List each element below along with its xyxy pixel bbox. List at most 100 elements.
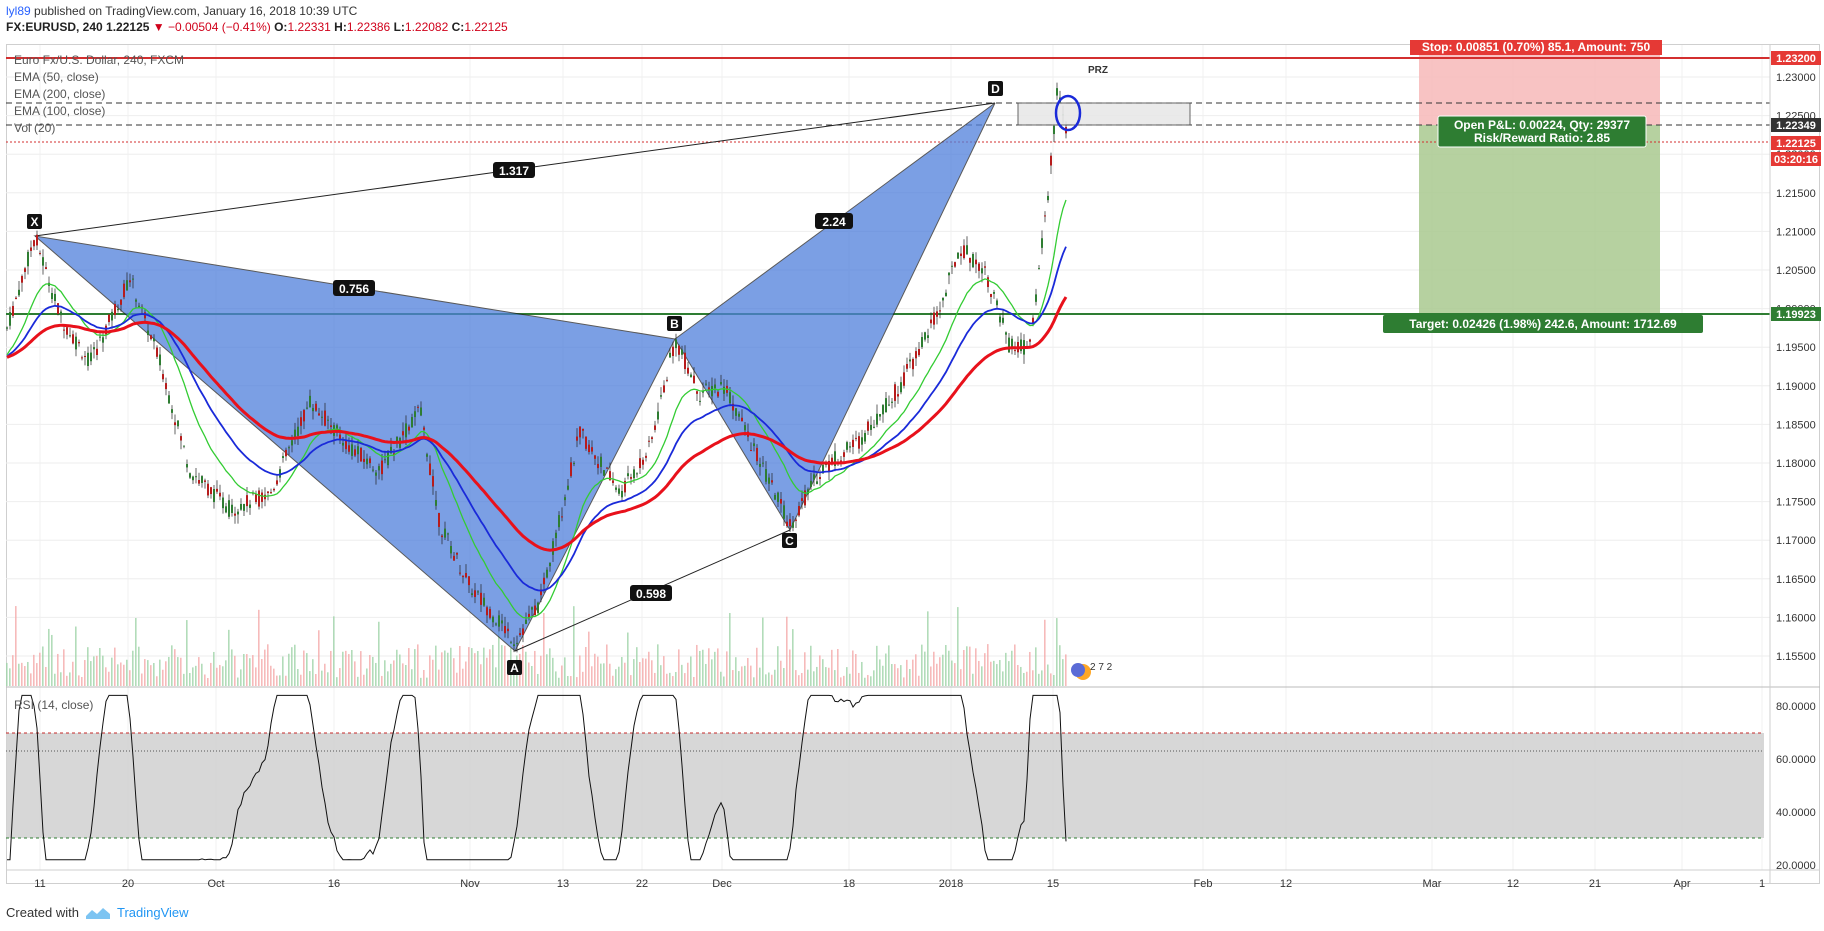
price-change: ▼ −0.00504 (−0.41%) xyxy=(152,20,271,34)
price-tick-label: 1.17000 xyxy=(1776,535,1816,547)
ratio-xb: 0.756 xyxy=(339,282,369,296)
price-tick-label: 1.18000 xyxy=(1776,458,1816,470)
time-tick-label: 12 xyxy=(1280,878,1292,890)
legend-ema100[interactable]: EMA (100, close) xyxy=(14,104,106,118)
target-info: Target: 0.02426 (1.98%) 242.6, Amount: 1… xyxy=(1409,317,1677,331)
countdown-badge: 03:20:16 xyxy=(1774,154,1818,166)
chart-header: lyl89 published on TradingView.com, Janu… xyxy=(6,3,508,35)
rsi-tick-label: 60.0000 xyxy=(1776,754,1816,766)
price-tick-label: 1.16000 xyxy=(1776,612,1816,624)
chart-canvas[interactable]: PRZ X A B C D 1.317 0.756 2.24 0.598 Sto… xyxy=(0,0,1824,900)
price-tick-label: 1.20500 xyxy=(1776,265,1816,277)
time-tick-label: Mar xyxy=(1423,878,1442,890)
pnl-info: Open P&L: 0.00224, Qty: 29377 xyxy=(1454,118,1630,132)
last-price: 1.22125 xyxy=(106,20,150,34)
price-tick-label: 1.19500 xyxy=(1776,342,1816,354)
rsi-axis[interactable]: 80.0000 60.0000 40.0000 20.0000 xyxy=(1776,701,1816,872)
legend-rsi[interactable]: RSI (14, close) xyxy=(14,698,94,712)
time-tick-label: 20 xyxy=(122,878,134,890)
point-x-label: X xyxy=(30,215,38,229)
close-label: C: xyxy=(451,20,465,34)
price-tick-label: 1.23000 xyxy=(1776,72,1816,84)
legend-vol[interactable]: Vol (20) xyxy=(14,121,56,135)
time-axis[interactable]: 11 20 Oct 16 Nov 13 22 Dec 18 2018 15 Feb 12 Mar 12 21 A… xyxy=(34,878,1765,890)
ema50-line[interactable] xyxy=(6,199,1067,619)
publish-info: published on TradingView.com, January 16… xyxy=(30,4,358,18)
time-tick-label: 11 xyxy=(34,878,45,890)
chart-legend: Euro Fx/U.S. Dollar, 240, FXCM EMA (50, … xyxy=(14,52,184,137)
open-label: O: xyxy=(274,20,288,34)
prz-box[interactable] xyxy=(1017,102,1191,126)
symbol-description: Euro Fx/U.S. Dollar, 240, FXCM xyxy=(14,53,185,67)
price-tick-label: 1.19000 xyxy=(1776,381,1816,393)
rsi-tick-label: 20.0000 xyxy=(1776,860,1816,872)
stop-price-badge: 1.23200 xyxy=(1776,53,1816,65)
rr-info: Risk/Reward Ratio: 2.85 xyxy=(1474,131,1610,145)
point-c-label: C xyxy=(785,534,794,548)
close-value: 1.22125 xyxy=(464,20,508,34)
prz-circle[interactable] xyxy=(1054,94,1082,132)
ohlc-line: FX:EURUSD, 240 1.22125 ▼ −0.00504 (−0.41… xyxy=(6,19,508,35)
time-tick-label: Apr xyxy=(1673,878,1690,890)
tradingview-link[interactable]: TradingView xyxy=(116,905,189,920)
time-tick-label: 15 xyxy=(1047,878,1059,890)
price-tick-label: 1.21000 xyxy=(1776,226,1816,238)
stop-zone[interactable] xyxy=(1419,50,1660,125)
target-zone[interactable] xyxy=(1419,125,1660,314)
price-badges: 1.23200 1.22349 1.22125 03:20:16 1.19923 xyxy=(1771,51,1821,321)
price-tick-label: 1.16500 xyxy=(1776,574,1816,586)
high-label: H: xyxy=(334,20,347,34)
last-price-badge: 1.22125 xyxy=(1776,138,1816,150)
point-b-label: B xyxy=(670,317,679,331)
pattern-xab-triangle[interactable] xyxy=(33,235,676,652)
time-tick-label: Oct xyxy=(207,878,224,890)
point-a-label: A xyxy=(510,661,519,675)
candles xyxy=(6,82,1067,653)
open-value: 1.22331 xyxy=(287,20,331,34)
low-label: L: xyxy=(393,20,405,34)
ratio-xd: 1.317 xyxy=(499,164,529,178)
position-labels: Stop: 0.00851 (0.70%) 85.1, Amount: 750 … xyxy=(1383,40,1703,333)
legend-ema50[interactable]: EMA (50, close) xyxy=(14,70,99,84)
author-link[interactable]: lyl89 xyxy=(6,4,31,18)
entry-price-badge: 1.22349 xyxy=(1776,120,1816,132)
rsi-band xyxy=(6,733,1764,838)
time-tick-label: 1 xyxy=(1759,878,1765,890)
point-d-label: D xyxy=(991,82,1000,96)
created-with-label: Created with xyxy=(6,905,79,920)
rsi-tick-label: 40.0000 xyxy=(1776,807,1816,819)
publish-line: lyl89 published on TradingView.com, Janu… xyxy=(6,3,508,19)
rsi-line[interactable] xyxy=(7,694,1067,861)
target-price-badge: 1.19923 xyxy=(1776,309,1816,321)
price-tick-label: 1.15500 xyxy=(1776,651,1816,663)
time-tick-label: 22 xyxy=(636,878,648,890)
low-value: 1.22082 xyxy=(404,20,449,34)
time-tick-label: Nov xyxy=(460,878,480,890)
time-tick-label: 18 xyxy=(843,878,855,890)
price-tick-label: 1.21500 xyxy=(1776,188,1816,200)
pattern-points: X A B C D xyxy=(27,81,1003,675)
ema200-line[interactable] xyxy=(6,296,1068,552)
ratio-labels: 1.317 0.756 2.24 0.598 xyxy=(333,162,853,601)
tradingview-logo-icon xyxy=(85,907,110,919)
ratio-ac: 0.598 xyxy=(636,587,666,601)
ema100-line[interactable] xyxy=(6,246,1067,592)
stop-info: Stop: 0.00851 (0.70%) 85.1, Amount: 750 xyxy=(1422,40,1651,54)
ratio-bd: 2.24 xyxy=(822,215,846,229)
time-tick-label: 13 xyxy=(557,878,569,890)
prz-label: PRZ xyxy=(1088,65,1108,76)
time-tick-label: Dec xyxy=(712,878,732,890)
time-tick-label: Feb xyxy=(1194,878,1213,890)
rsi-tick-label: 80.0000 xyxy=(1776,701,1816,713)
time-tick-label: 2018 xyxy=(939,878,963,890)
price-tick-label: 1.17500 xyxy=(1776,497,1816,509)
volume-bars xyxy=(6,606,1067,686)
time-tick-label: 21 xyxy=(1589,878,1601,890)
footer: Created with TradingView xyxy=(6,905,189,920)
time-tick-label: 12 xyxy=(1507,878,1519,890)
legend-ema200[interactable]: EMA (200, close) xyxy=(14,87,106,101)
chart-frame[interactable] xyxy=(6,44,1820,884)
price-tick-label: 1.18500 xyxy=(1776,419,1816,431)
high-value: 1.22386 xyxy=(346,20,391,34)
events-marker[interactable]: 2 7 2 xyxy=(1071,662,1113,680)
